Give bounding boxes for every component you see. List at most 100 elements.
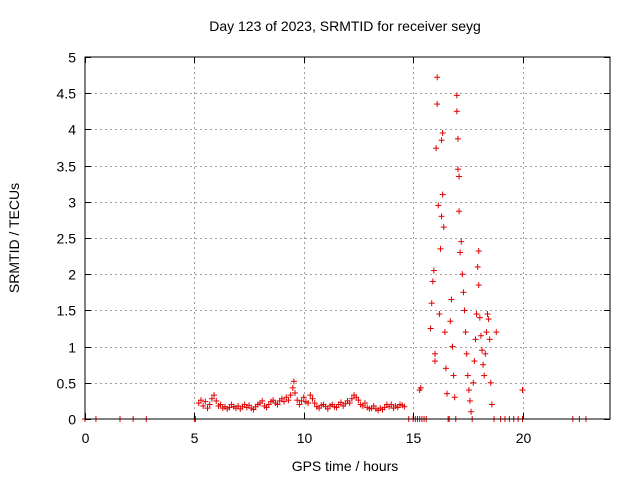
data-point xyxy=(430,267,437,274)
data-point xyxy=(458,238,465,245)
data-point xyxy=(432,350,438,357)
y-tick-label: 5 xyxy=(68,50,76,66)
y-tick-label: 3 xyxy=(68,195,76,211)
data-point xyxy=(436,311,443,318)
data-point xyxy=(483,329,490,336)
data-point xyxy=(289,384,296,391)
data-point xyxy=(493,329,500,336)
data-point xyxy=(290,378,297,385)
data-point xyxy=(487,379,494,386)
y-tick-label: 2 xyxy=(68,267,76,283)
data-point xyxy=(468,408,475,415)
data-point xyxy=(440,224,447,231)
data-point xyxy=(287,392,294,399)
data-point xyxy=(439,191,446,198)
data-point xyxy=(259,397,266,404)
data-point xyxy=(484,311,491,318)
data-point xyxy=(481,372,488,379)
axis-ticks xyxy=(85,57,610,420)
data-point xyxy=(448,296,455,303)
data-point xyxy=(482,350,489,357)
data-point xyxy=(294,397,301,404)
data-point xyxy=(474,263,481,270)
data-point xyxy=(475,248,482,255)
data-point xyxy=(467,397,473,404)
data-point xyxy=(459,271,466,278)
data-point xyxy=(435,202,442,209)
y-tick-label: 2.5 xyxy=(57,231,77,247)
data-point xyxy=(300,394,307,401)
data-point xyxy=(457,249,464,256)
data-point xyxy=(202,398,209,405)
data-point xyxy=(311,400,318,407)
data-point xyxy=(460,289,467,296)
data-point xyxy=(211,392,218,399)
y-tick-label: 0 xyxy=(68,412,76,428)
data-point xyxy=(472,336,479,343)
x-axis-label: GPS time / hours xyxy=(292,458,399,474)
data-point xyxy=(465,387,472,394)
x-tick-label: 0 xyxy=(82,430,90,446)
grid-layer xyxy=(85,57,610,419)
data-point xyxy=(292,389,298,396)
data-point xyxy=(434,101,441,108)
data-point xyxy=(453,92,460,99)
data-point xyxy=(337,399,344,406)
data-point xyxy=(427,325,434,332)
y-tick-label: 4 xyxy=(68,122,76,138)
data-point xyxy=(519,387,526,394)
data-point xyxy=(432,358,438,365)
data-point xyxy=(200,402,207,409)
data-point xyxy=(206,401,213,408)
data-point xyxy=(208,395,215,402)
data-point xyxy=(197,397,204,404)
data-point xyxy=(274,401,281,408)
data-point xyxy=(442,365,449,372)
data-point xyxy=(479,347,486,354)
y-tick-label: 1 xyxy=(68,340,76,356)
data-point xyxy=(307,392,314,399)
data-point xyxy=(298,397,305,404)
data-point xyxy=(464,372,471,379)
data-point xyxy=(437,245,444,252)
data-point xyxy=(486,336,493,343)
data-point xyxy=(438,137,445,144)
x-tick-label: 5 xyxy=(191,430,199,446)
data-point xyxy=(213,397,220,404)
data-point xyxy=(296,401,303,408)
data-point xyxy=(217,401,224,408)
x-tick-label: 20 xyxy=(516,430,532,446)
x-tick-labels: 0 5 10 15 20 xyxy=(82,430,532,446)
data-point xyxy=(428,300,435,307)
y-tick-label: 4.5 xyxy=(57,86,77,102)
chart-title: Day 123 of 2023, SRMTID for receiver sey… xyxy=(209,18,481,34)
data-point xyxy=(470,379,477,386)
data-point xyxy=(362,400,368,407)
data-point xyxy=(305,400,312,407)
y-tick-label: 1.5 xyxy=(57,303,77,319)
data-point xyxy=(441,329,448,336)
data-point xyxy=(204,405,211,412)
data-point xyxy=(346,400,353,407)
data-point xyxy=(439,130,446,137)
data-point xyxy=(471,358,478,365)
data-point xyxy=(454,166,461,173)
data-point xyxy=(485,316,492,323)
data-point xyxy=(488,401,495,408)
data-point xyxy=(450,372,457,379)
data-point xyxy=(473,311,480,318)
x-tick-label: 10 xyxy=(297,430,313,446)
data-point xyxy=(462,329,469,336)
y-tick-labels: 0 0.5 1 1.5 2 2.5 3 3.5 4 4.5 5 xyxy=(57,50,77,428)
data-point xyxy=(456,208,463,215)
data-point xyxy=(434,74,441,81)
data-point xyxy=(480,361,487,368)
data-point xyxy=(449,343,456,350)
data-point xyxy=(454,135,461,142)
data-point xyxy=(417,384,424,391)
y-tick-label: 0.5 xyxy=(57,376,77,392)
data-point xyxy=(461,307,468,314)
data-point xyxy=(453,108,460,115)
data-point xyxy=(433,145,440,152)
